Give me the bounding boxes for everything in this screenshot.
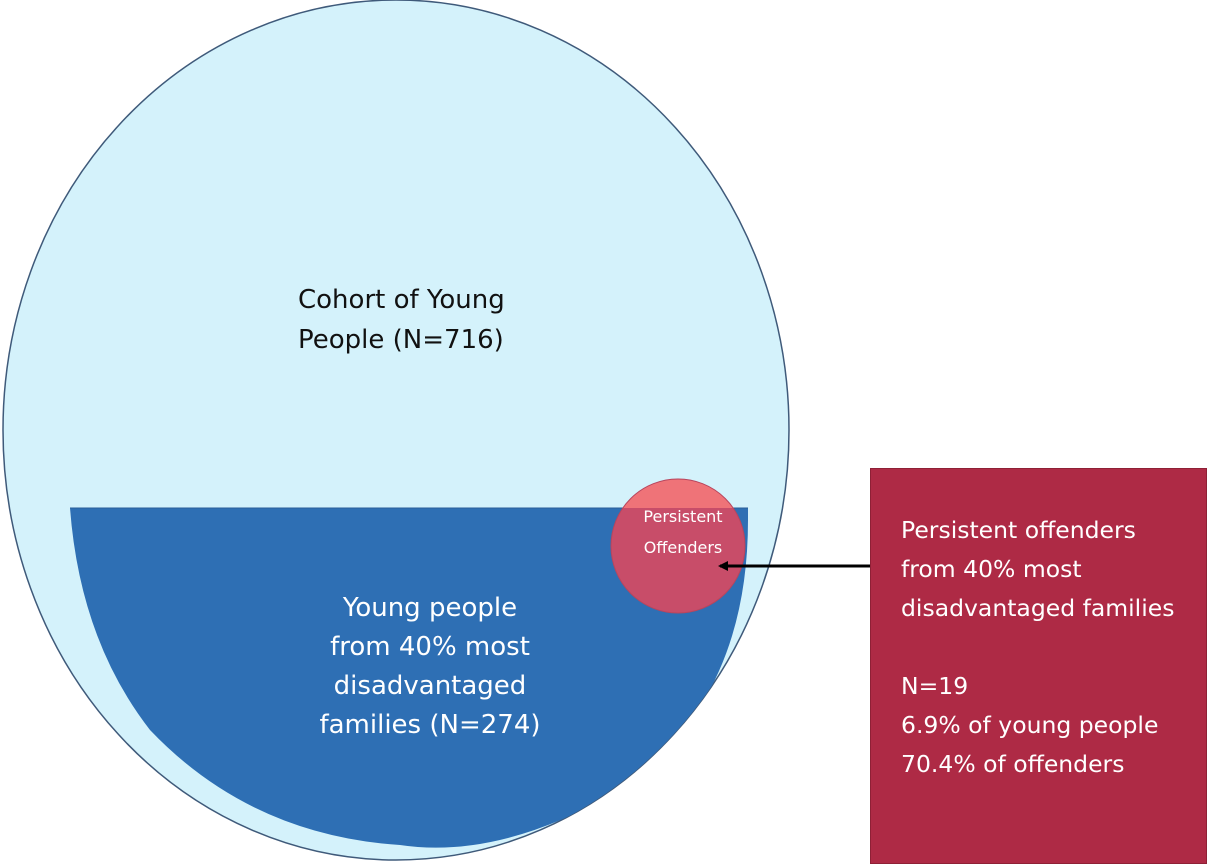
disadvantaged-label-line2: from 40% most: [330, 632, 530, 662]
offenders-info-box: Persistent offenders from 40% most disad…: [870, 468, 1207, 864]
info-box-line2: from 40% most: [901, 555, 1082, 583]
cohort-label-line1: Cohort of Young: [298, 285, 505, 315]
info-box-spacer: [901, 628, 1206, 667]
info-box-line3: disadvantaged families: [901, 594, 1175, 622]
disadvantaged-label-line1: Young people: [342, 593, 517, 623]
offenders-outline: [610, 478, 746, 614]
disadvantaged-label-line3: disadvantaged: [334, 671, 527, 701]
disadvantaged-segment: [70, 508, 748, 848]
info-box-pct-offenders: 70.4% of offenders: [901, 750, 1125, 778]
offenders-overlap: [611, 508, 745, 613]
info-box-count: N=19: [901, 672, 969, 700]
disadvantaged-label-line4: families (N=274): [319, 710, 540, 740]
cohort-label-line2: People (N=716): [298, 325, 504, 355]
info-box-pct-young: 6.9% of young people: [901, 711, 1159, 739]
info-box-line1: Persistent offenders: [901, 516, 1136, 544]
offenders-label-line1: Persistent: [643, 507, 722, 526]
offenders-label-line2: Offenders: [644, 538, 723, 557]
